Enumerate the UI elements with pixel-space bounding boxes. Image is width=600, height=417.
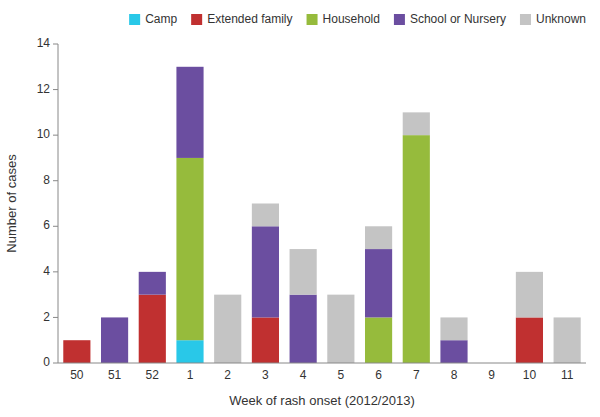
legend-item: School or Nursery: [394, 12, 506, 26]
y-tick: [53, 363, 58, 364]
chart-svg: 02468101214Camp: 0Camp: 0Camp: 0Camp: 1C…: [0, 0, 600, 417]
series-bars: Household: 0Household: 0Household: 0Hous…: [176, 135, 429, 363]
y-tick-label: 12: [37, 82, 51, 96]
y-tick-label: 6: [43, 218, 50, 232]
legend-label: School or Nursery: [410, 12, 506, 26]
bar-segment: School or Nursery: 4: [252, 226, 279, 317]
x-tick-label: 11: [561, 368, 574, 382]
legend-item: Extended family: [191, 12, 292, 26]
series-bars: School or Nursery: 0School or Nursery: 2…: [101, 67, 468, 363]
bar-segment: Unknown: 2: [290, 249, 317, 295]
bar-segment: Unknown: 1: [403, 112, 430, 135]
bar-segment: Camp: 1: [176, 340, 203, 363]
bar-segment: Unknown: 3: [214, 295, 241, 363]
bar-segment: Household: 10: [403, 135, 430, 363]
y-axis-line: [58, 44, 59, 363]
x-tick-label: 5: [338, 368, 345, 382]
y-tick-label: 14: [37, 36, 51, 50]
x-tick-label: 1: [187, 368, 194, 382]
x-tick-label: 8: [451, 368, 458, 382]
bar-segment: Unknown: 1: [252, 204, 279, 227]
legend-label: Unknown: [536, 12, 586, 26]
y-tick-label: 4: [43, 264, 50, 278]
bar-segment: Extended family: 3: [139, 295, 166, 363]
legend-swatch: [307, 14, 318, 25]
y-tick: [53, 317, 58, 318]
x-tick-label: 6: [375, 368, 382, 382]
legend: Camp Extended family Household School or Nu…: [129, 12, 586, 26]
x-axis-line: [58, 363, 586, 364]
series-bars: Unknown: 0Unknown: 0Unknown: 0Unknown: 0…: [214, 112, 581, 363]
bar-segment: Household: 2: [365, 317, 392, 363]
x-tick-label: 50: [70, 368, 84, 382]
bar-segment: Extended family: 2: [516, 317, 543, 363]
bar-segment: Household: 8: [176, 158, 203, 340]
bar-segment: Unknown: 3: [327, 295, 354, 363]
y-tick: [53, 89, 58, 90]
series-bars: Camp: 0Camp: 0Camp: 0Camp: 1Camp: 0Camp:…: [176, 340, 203, 363]
legend-label: Camp: [145, 12, 177, 26]
bar-segment: Household: 0: [63, 340, 90, 341]
legend-item: Unknown: [520, 12, 586, 26]
y-axis-label: Number of cases: [4, 154, 19, 253]
bar-segment: School or Nursery: 1: [440, 340, 467, 363]
bar-segment: Unknown: 0: [63, 340, 90, 341]
y-tick-label: 0: [43, 355, 50, 369]
y-tick-label: 8: [43, 173, 50, 187]
bar-segment: Unknown: 2: [554, 317, 581, 363]
legend-label: Household: [323, 12, 380, 26]
y-tick: [53, 180, 58, 181]
x-tick-label: 10: [523, 368, 537, 382]
bar-segment: Unknown: 0: [176, 66, 203, 67]
x-tick-label: 51: [108, 368, 122, 382]
chart-container: 02468101214Camp: 0Camp: 0Camp: 0Camp: 1C…: [0, 0, 600, 417]
y-tick-label: 2: [43, 310, 50, 324]
legend-swatch: [191, 14, 202, 25]
legend-swatch: [394, 14, 405, 25]
x-tick-label: 52: [146, 368, 160, 382]
x-tick-label: 2: [224, 368, 231, 382]
bar-segment: School or Nursery: 4: [176, 67, 203, 158]
x-tick-label: 4: [300, 368, 307, 382]
bar-segment: School or Nursery: 2: [101, 317, 128, 363]
legend-swatch: [129, 14, 140, 25]
bar-segment: School or Nursery: 0: [63, 340, 90, 341]
bar-segment: Unknown: 1: [440, 317, 467, 340]
y-tick: [53, 226, 58, 227]
legend-item: Camp: [129, 12, 177, 26]
legend-swatch: [520, 14, 531, 25]
x-tick-label: 7: [413, 368, 420, 382]
bar-segment: School or Nursery: 1: [139, 272, 166, 295]
y-axis: 0 2 4 6 8 10 12 14: [37, 36, 58, 369]
x-tick-label: 9: [488, 368, 495, 382]
x-axis: 50 51 52 1 2 3 4 5 6 7 8 9 10 11: [58, 363, 586, 382]
x-tick-label: 3: [262, 368, 269, 382]
y-tick: [53, 271, 58, 272]
bar-segment: Unknown: 1: [365, 226, 392, 249]
bars: Camp: 0Camp: 0Camp: 0Camp: 1Camp: 0Camp:…: [63, 67, 580, 363]
bar-segment: Unknown: 2: [516, 272, 543, 318]
legend-label: Extended family: [207, 12, 292, 26]
bar-segment: Unknown: 0: [139, 271, 166, 272]
bar-segment: Extended family: 2: [252, 317, 279, 363]
y-tick: [53, 44, 58, 45]
bar-segment: Extended family: 1: [63, 340, 90, 363]
y-tick-label: 10: [37, 127, 51, 141]
y-tick: [53, 135, 58, 136]
x-axis-label: Week of rash onset (2012/2013): [229, 393, 415, 408]
legend-item: Household: [307, 12, 380, 26]
bar-segment: School or Nursery: 3: [365, 249, 392, 317]
bar-segment: School or Nursery: 3: [290, 295, 317, 363]
bar-segment: Unknown: 0: [101, 317, 128, 318]
series-bars: Extended family: 1Extended family: 0Exte…: [63, 295, 543, 363]
